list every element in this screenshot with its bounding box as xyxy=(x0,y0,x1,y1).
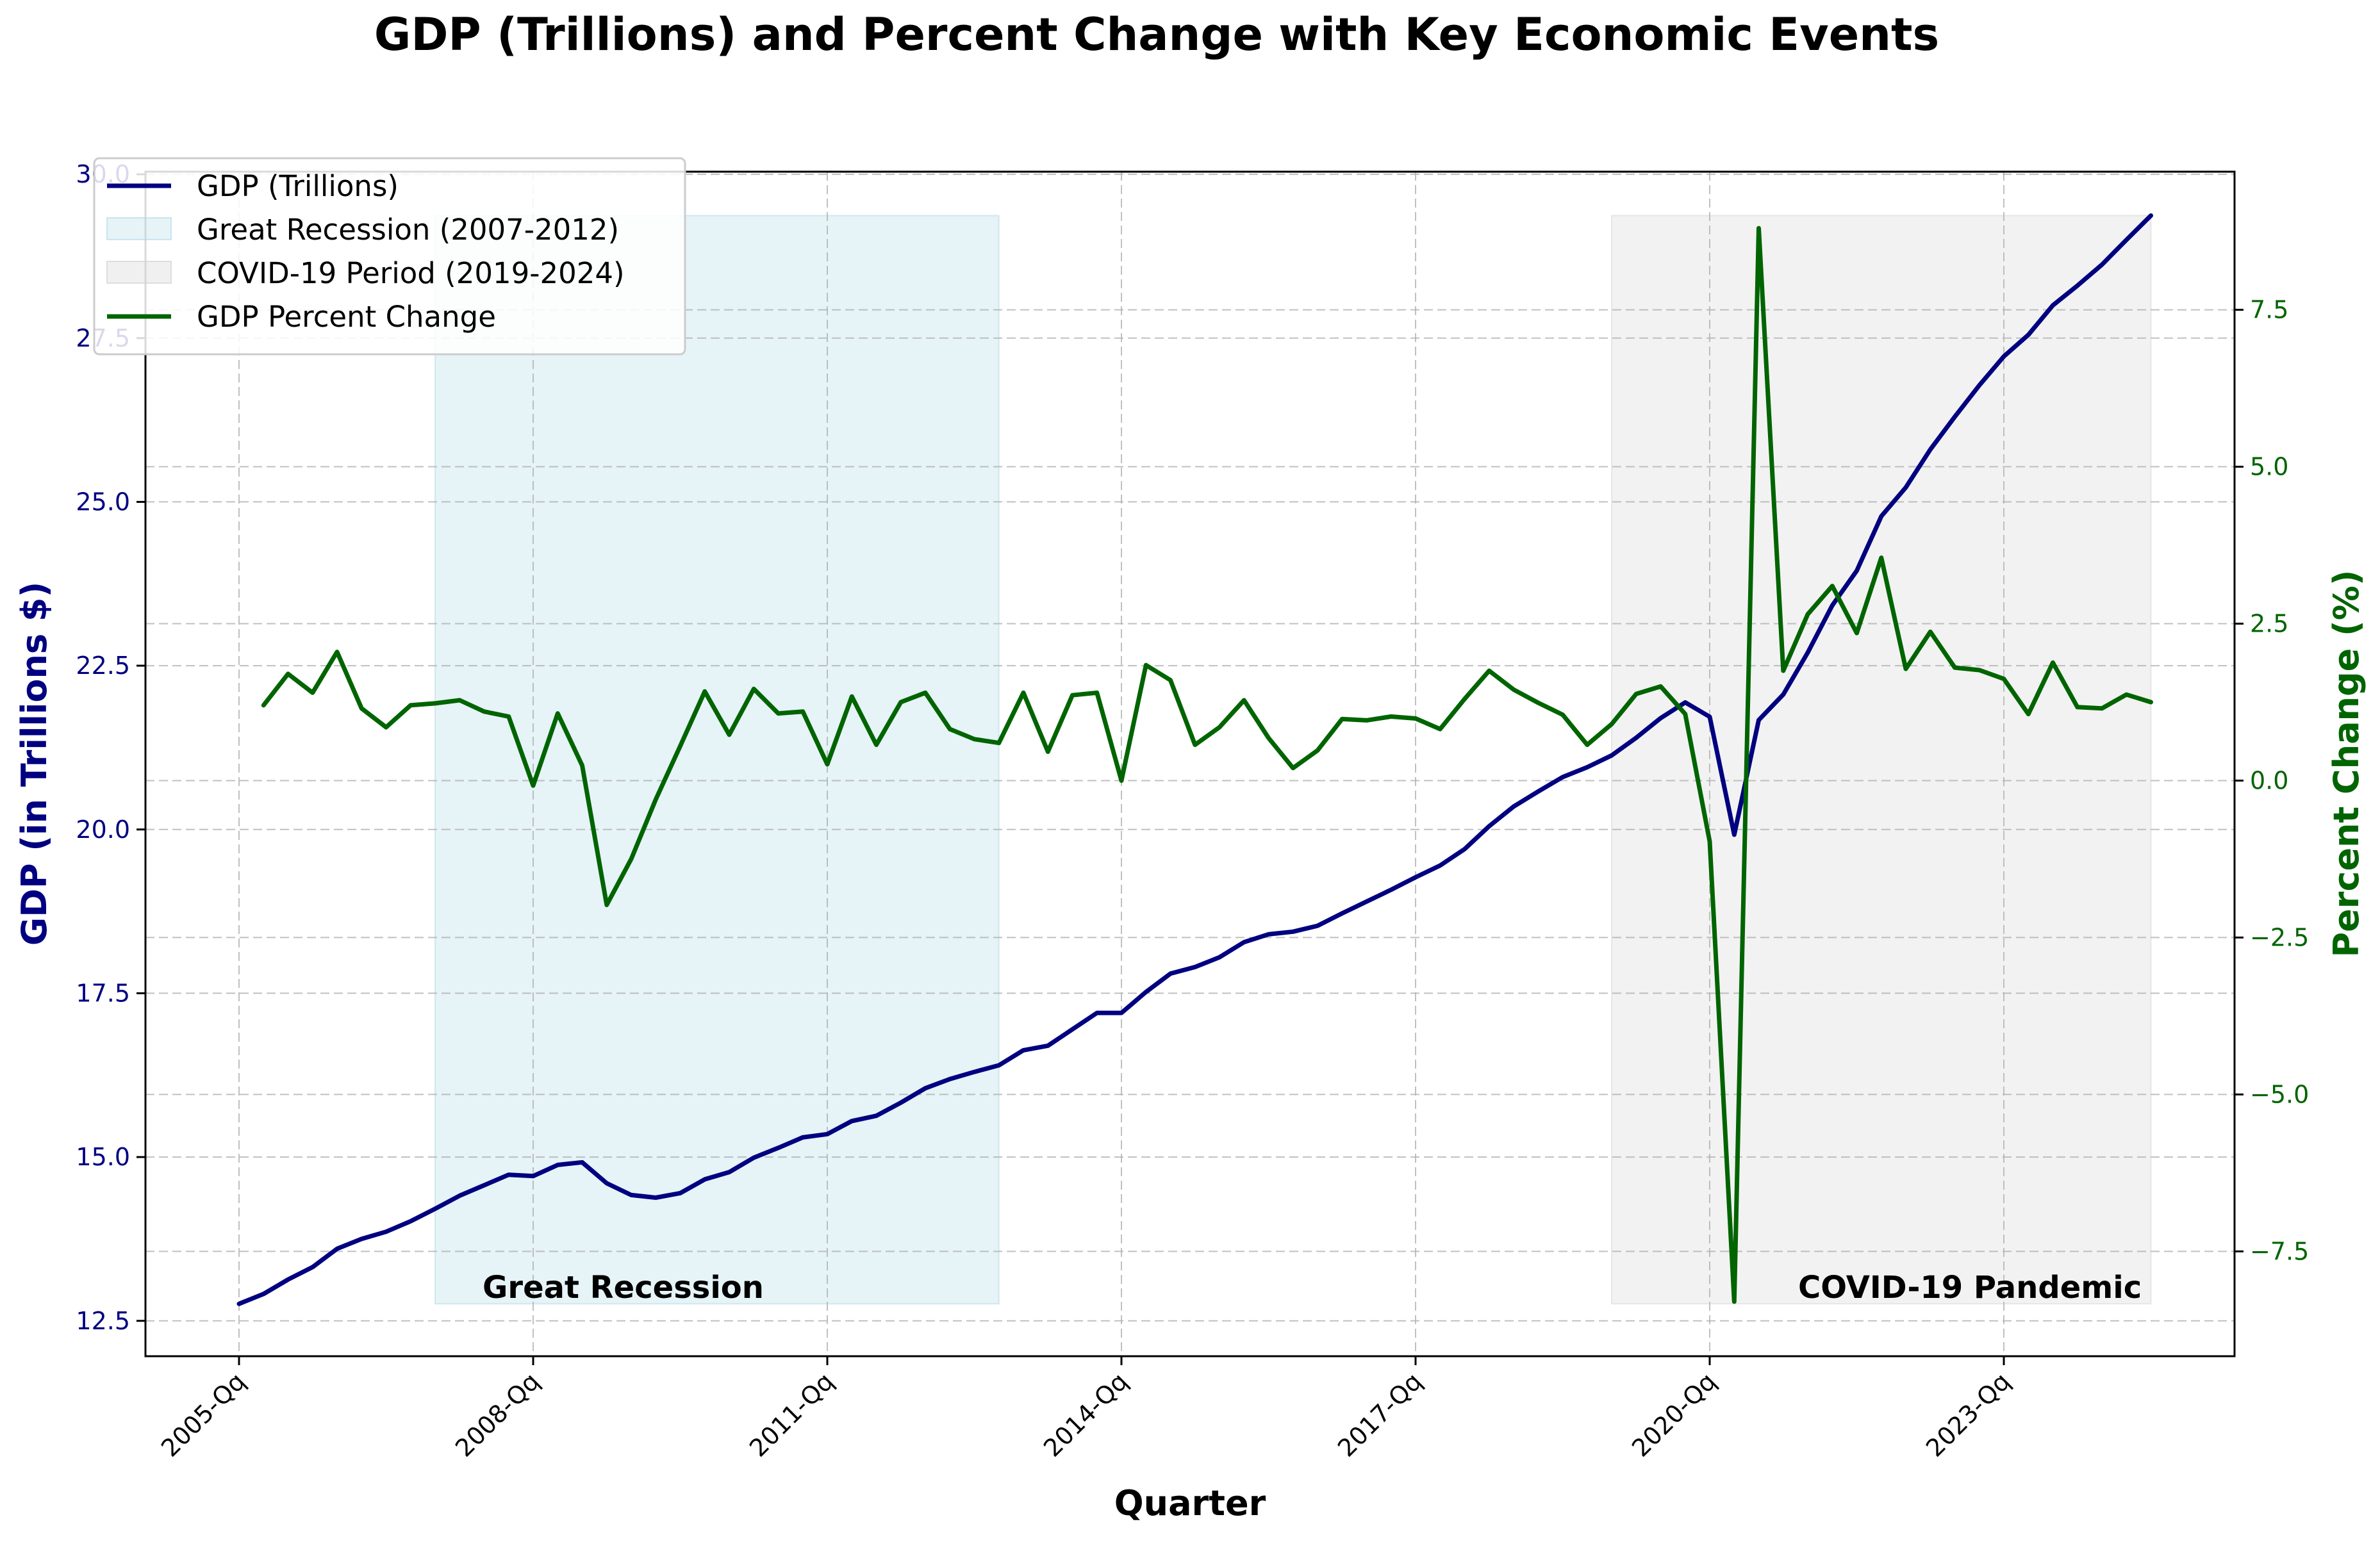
percent-change-series xyxy=(261,226,2153,1304)
shaded-regions xyxy=(434,215,2152,1305)
right-y-tick-label-3: 0.0 xyxy=(2250,766,2288,794)
left-y-tick-label-1: 15.0 xyxy=(76,1143,130,1171)
right-y-tick-label-6: 7.5 xyxy=(2250,296,2288,324)
annotation-great-recession: Great Recession xyxy=(483,1270,764,1306)
legend-covid-label: COVID-19 Period (2019-2024) xyxy=(197,256,625,290)
right-y-axis: −7.5 −5.0 −2.5 0.0 2.5 5.0 7.5 xyxy=(2235,296,2309,1265)
percent-change-line xyxy=(261,226,2153,1304)
shaded-region-2 xyxy=(1611,215,2152,1305)
plot-frame xyxy=(144,170,2236,1357)
left-y-tick-label-2: 17.5 xyxy=(76,979,130,1007)
right-y-axis-label: Percent Change (%) xyxy=(2326,570,2367,957)
legend-covid-swatch xyxy=(106,261,172,284)
legend-gdp-label: GDP (Trillions) xyxy=(197,169,399,203)
legend-percent-label: GDP Percent Change xyxy=(197,300,496,334)
x-axis-label: Quarter xyxy=(1114,1483,1266,1523)
legend-recession-label: Great Recession (2007-2012) xyxy=(197,213,619,247)
left-y-tick-label-4: 22.5 xyxy=(76,652,130,680)
legend-box xyxy=(93,157,686,356)
legend: GDP (Trillions) Great Recession (2007-20… xyxy=(93,157,686,356)
right-y-tick-label-4: 2.5 xyxy=(2250,610,2288,638)
right-y-tick-label-0: −7.5 xyxy=(2250,1237,2309,1265)
left-y-tick-label-3: 20.0 xyxy=(76,816,130,844)
chart-title: GDP (Trillions) and Percent Change with … xyxy=(374,8,1939,61)
left-y-tick-label-0: 12.5 xyxy=(76,1307,130,1335)
gdp-series xyxy=(236,213,2153,1306)
right-y-tick-label-5: 5.0 xyxy=(2250,453,2288,481)
gdp-line xyxy=(236,213,2153,1306)
right-y-tick-label-2: −2.5 xyxy=(2250,923,2309,951)
legend-recession-swatch xyxy=(106,217,172,240)
left-y-tick-label-5: 25.0 xyxy=(76,488,130,516)
shaded-region-1 xyxy=(434,215,1000,1305)
right-y-tick-label-1: −5.0 xyxy=(2250,1080,2309,1108)
left-y-axis-label: GDP (in Trillions $) xyxy=(14,582,54,946)
annotation-covid-pandemic: COVID-19 Pandemic xyxy=(1798,1270,2142,1306)
grid xyxy=(145,172,2235,1356)
